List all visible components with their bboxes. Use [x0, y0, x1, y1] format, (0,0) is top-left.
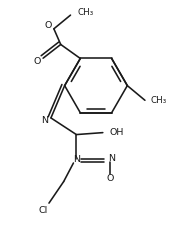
- Text: CH₃: CH₃: [77, 8, 94, 17]
- Text: OH: OH: [110, 128, 124, 137]
- Text: O: O: [33, 57, 41, 66]
- Text: CH₃: CH₃: [151, 96, 167, 105]
- Text: N: N: [73, 155, 80, 164]
- Text: O: O: [106, 174, 113, 183]
- Text: O: O: [44, 21, 52, 30]
- Text: Cl: Cl: [38, 207, 48, 215]
- Text: N: N: [108, 154, 115, 163]
- Text: N: N: [41, 116, 49, 125]
